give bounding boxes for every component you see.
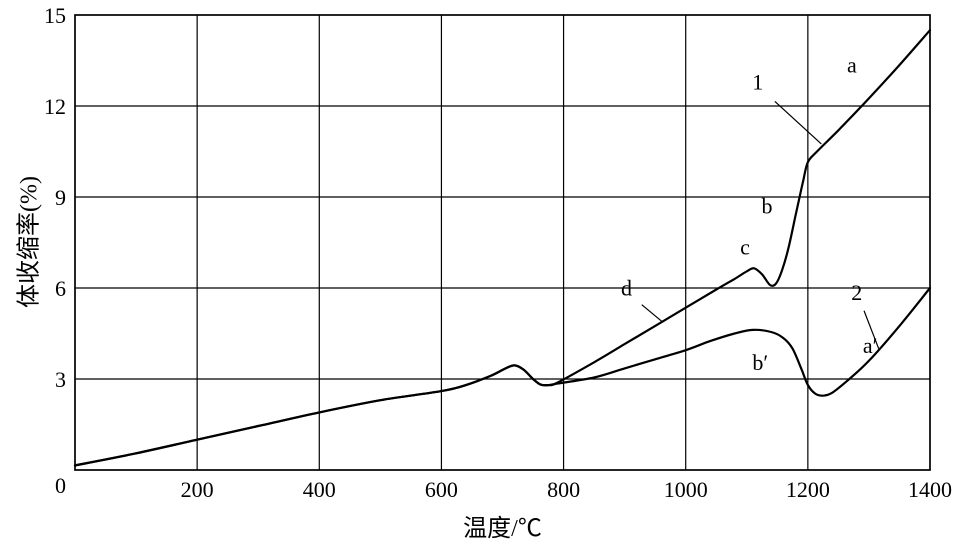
- annotation-leader-line: [863, 310, 880, 349]
- x-axis-label: 温度/℃: [463, 516, 542, 542]
- y-tick-label: 15: [44, 3, 66, 28]
- annotation-leader-line: [774, 101, 822, 145]
- annotation-label: b: [761, 194, 772, 219]
- curve-2: [73, 286, 932, 467]
- annotation-leader-line: [641, 304, 663, 323]
- annotation-label: c: [740, 235, 750, 260]
- x-tick-label: 200: [181, 477, 214, 502]
- annotation-label: d: [621, 276, 632, 301]
- y-tick-label: 12: [44, 94, 66, 119]
- y-tick-label: 9: [55, 185, 66, 210]
- plot-border: [74, 14, 931, 471]
- y-tick-label: 3: [55, 367, 66, 392]
- annotation-label: a′: [863, 333, 878, 358]
- x-tick-label: 1400: [908, 477, 952, 502]
- x-tick-label: 1000: [664, 477, 708, 502]
- x-tick-label: 800: [547, 477, 580, 502]
- x-tick-label: 600: [425, 477, 458, 502]
- annotation-label: 2: [851, 280, 862, 305]
- curve-1: [73, 29, 932, 467]
- annotation-label: a: [847, 53, 857, 78]
- annotation-label: b′: [752, 350, 768, 375]
- annotation-label: 1: [752, 69, 763, 94]
- x-tick-label: 400: [303, 477, 336, 502]
- x-tick-label: 1200: [786, 477, 830, 502]
- y-tick-label: 0: [55, 473, 66, 498]
- y-axis-label: 体收缩率(%): [16, 176, 43, 308]
- y-tick-label: 6: [55, 276, 66, 301]
